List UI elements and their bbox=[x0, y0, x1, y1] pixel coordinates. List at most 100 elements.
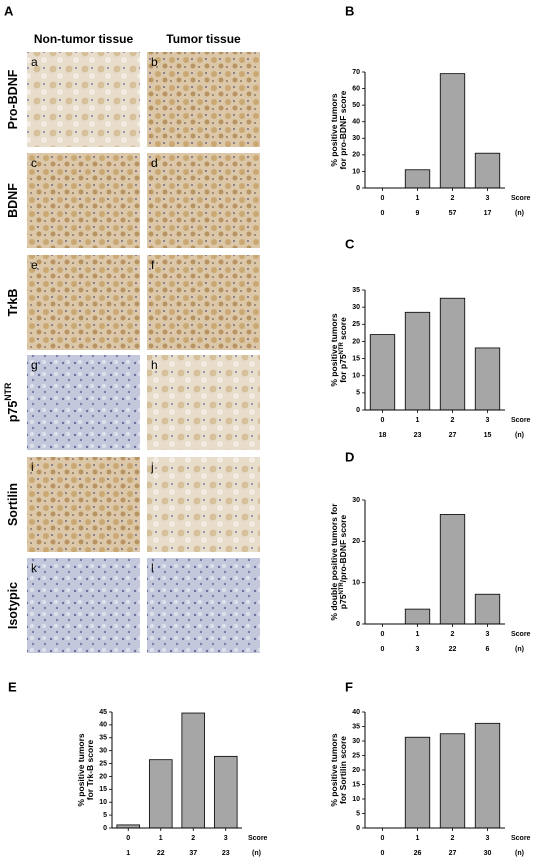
y-axis-label: % positive tumors bbox=[329, 93, 339, 166]
y-tick-label: 25 bbox=[99, 760, 107, 767]
bar bbox=[474, 593, 501, 625]
y-tick-label: 0 bbox=[356, 407, 360, 414]
x-tick-label: 1 bbox=[416, 631, 420, 638]
x-tick-label: 1 bbox=[416, 195, 420, 202]
count-label: 26 bbox=[414, 850, 422, 857]
count-label: 15 bbox=[484, 432, 492, 439]
y-axis-label-part: % positive tumors bbox=[76, 733, 86, 806]
panel-letter: C bbox=[345, 236, 355, 251]
x-tick-label: 1 bbox=[416, 835, 420, 842]
column-header: Non-tumor tissue bbox=[34, 32, 134, 46]
count-label: 0 bbox=[381, 850, 385, 857]
y-axis-label: for Sortilin score bbox=[338, 736, 348, 804]
x-tick-label: 2 bbox=[451, 631, 455, 638]
micrograph bbox=[27, 355, 140, 450]
count-label: 23 bbox=[414, 432, 422, 439]
bar bbox=[404, 608, 431, 625]
micrograph bbox=[147, 153, 260, 248]
x-tick-label: 2 bbox=[451, 417, 455, 424]
x-tick-label: 3 bbox=[486, 835, 490, 842]
count-label: 18 bbox=[379, 432, 387, 439]
y-axis-label-part: NTR bbox=[339, 342, 345, 355]
y-tick-label: 20 bbox=[352, 152, 360, 159]
panel-letter: B bbox=[345, 3, 354, 18]
y-tick-label: 30 bbox=[352, 304, 360, 311]
y-tick-label: 5 bbox=[356, 810, 360, 817]
row-label: Sortilin bbox=[6, 483, 20, 526]
y-tick-label: 20 bbox=[99, 773, 107, 780]
x-tick-label: 0 bbox=[381, 417, 385, 424]
micrograph-letter: b bbox=[151, 55, 158, 69]
bar bbox=[404, 736, 431, 829]
row-label: BDNF bbox=[6, 183, 20, 218]
row-label-part: TrkB bbox=[6, 289, 20, 317]
micrograph-letter: a bbox=[31, 55, 38, 69]
y-axis-label: % double positive tumors for bbox=[329, 503, 339, 621]
y-axis-label: % positive tumors bbox=[76, 733, 86, 806]
bar bbox=[404, 169, 431, 189]
micrograph bbox=[27, 457, 140, 552]
x-tick-label: 2 bbox=[191, 835, 195, 842]
row-label-part: Sortilin bbox=[6, 483, 20, 526]
y-tick-label: 20 bbox=[352, 538, 360, 545]
x-axis-label: Score bbox=[511, 835, 531, 842]
y-tick-label: 50 bbox=[352, 102, 360, 109]
micrograph-letter: k bbox=[31, 561, 38, 575]
y-axis-label: % positive tumors bbox=[329, 733, 339, 806]
row-label-part: BDNF bbox=[6, 183, 20, 218]
bar bbox=[213, 755, 238, 829]
count-label: 22 bbox=[157, 850, 165, 857]
y-tick-label: 10 bbox=[352, 373, 360, 380]
x-axis-label: Score bbox=[248, 835, 268, 842]
y-axis-label-part: for Sortilin score bbox=[338, 736, 348, 804]
x-tick-label: 0 bbox=[126, 835, 130, 842]
count-label: 27 bbox=[449, 850, 457, 857]
bar bbox=[474, 722, 501, 829]
y-tick-label: 30 bbox=[352, 135, 360, 142]
y-tick-label: 10 bbox=[99, 799, 107, 806]
count-label: 30 bbox=[484, 850, 492, 857]
count-label: 9 bbox=[416, 210, 420, 217]
y-tick-label: 15 bbox=[99, 786, 107, 793]
y-tick-label: 45 bbox=[99, 709, 107, 716]
bar bbox=[369, 334, 396, 411]
y-tick-label: 10 bbox=[352, 168, 360, 175]
x-tick-label: 3 bbox=[486, 631, 490, 638]
micrograph-letter: g bbox=[31, 358, 38, 372]
y-tick-label: 20 bbox=[352, 767, 360, 774]
y-axis-label-part: score bbox=[338, 317, 348, 342]
y-axis-label-part: /pro-BDNF score bbox=[338, 515, 348, 583]
row-label-part: NTR bbox=[3, 382, 13, 401]
row-label-part: Isotypic bbox=[6, 582, 20, 629]
bar bbox=[404, 311, 431, 411]
y-tick-label: 60 bbox=[352, 85, 360, 92]
count-axis-label: (n) bbox=[515, 210, 524, 217]
count-label: 23 bbox=[222, 850, 230, 857]
y-axis-label-part: % double positive tumors for bbox=[329, 503, 339, 621]
micrograph-letter: d bbox=[151, 156, 158, 170]
micrograph-letter: l bbox=[151, 561, 154, 575]
y-axis-label: for pro-BDNF score bbox=[338, 90, 348, 169]
bar bbox=[439, 297, 466, 411]
micrograph bbox=[147, 558, 260, 653]
row-label: TrkB bbox=[6, 289, 20, 317]
y-axis-label-part: % positive tumors bbox=[329, 93, 339, 166]
y-tick-label: 20 bbox=[352, 338, 360, 345]
y-tick-label: 70 bbox=[352, 69, 360, 76]
micrograph-letter: h bbox=[151, 358, 158, 372]
y-tick-label: 0 bbox=[356, 185, 360, 192]
x-axis-label: Score bbox=[511, 195, 531, 202]
row-label-part: Pro-BDNF bbox=[6, 69, 20, 129]
y-tick-label: 0 bbox=[103, 825, 107, 832]
micrograph-letter: e bbox=[31, 258, 38, 272]
y-tick-label: 40 bbox=[352, 709, 360, 716]
micrograph-letter: c bbox=[31, 156, 37, 170]
bar bbox=[181, 712, 206, 829]
y-tick-label: 25 bbox=[352, 752, 360, 759]
count-label: 37 bbox=[189, 850, 197, 857]
bar bbox=[148, 759, 173, 829]
row-label: Pro-BDNF bbox=[6, 69, 20, 129]
y-tick-label: 25 bbox=[352, 321, 360, 328]
micrograph-letter: i bbox=[31, 460, 34, 474]
